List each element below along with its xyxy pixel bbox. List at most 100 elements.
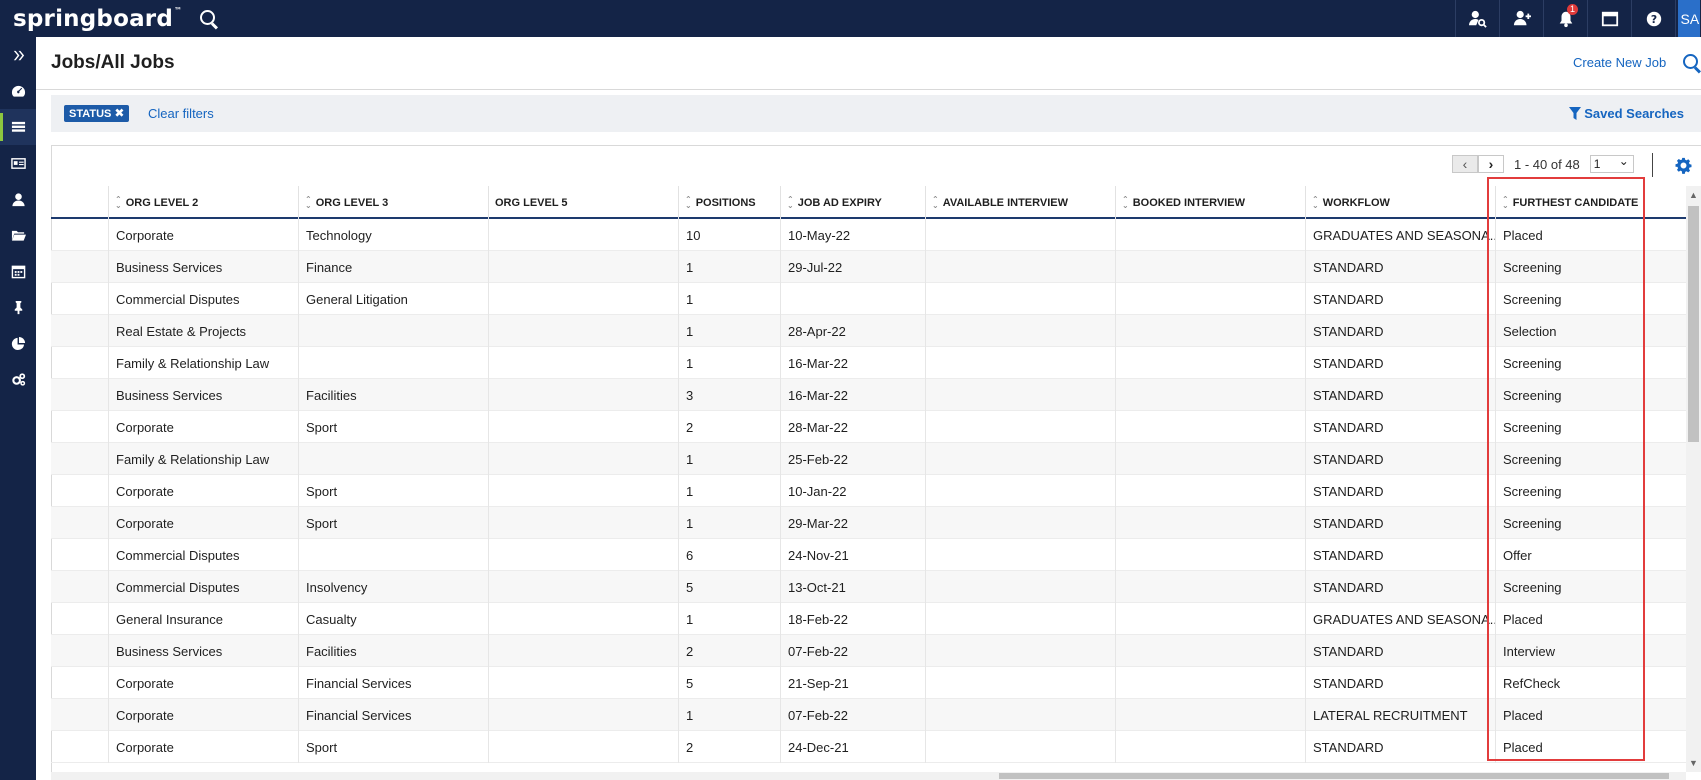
- clear-filters-link[interactable]: Clear filters: [148, 106, 214, 121]
- column-header-label: FURTHEST CANDIDATE: [1512, 196, 1639, 209]
- sidebar: [0, 37, 36, 780]
- cell-org-level-5: [488, 251, 678, 283]
- expand-sidebar-button[interactable]: [0, 37, 36, 73]
- cell-select: [51, 571, 108, 603]
- table-row[interactable]: Corporate Financial Services 5 21-Sep-21 STA…: [51, 667, 1687, 699]
- scroll-up-icon[interactable]: ▲: [1689, 190, 1698, 200]
- cell-available-interview: [925, 731, 1115, 763]
- sort-icon[interactable]: ⌃ ⌄: [1122, 194, 1129, 210]
- cell-org-level-5: [488, 283, 678, 315]
- cell-org-level-2: Corporate: [108, 507, 298, 539]
- sidebar-item-pinned[interactable]: [0, 289, 36, 325]
- sidebar-item-users[interactable]: [0, 181, 36, 217]
- column-header-org-level-5[interactable]: ORG LEVEL 5: [488, 186, 678, 219]
- cell-job-ad-expiry: 07-Feb-22: [780, 699, 925, 731]
- table-row[interactable]: Commercial Disputes 6 24-Nov-21 STANDARD Off…: [51, 539, 1687, 571]
- status-filter-label: STATUS: [69, 108, 112, 120]
- scroll-thumb[interactable]: [1688, 206, 1699, 442]
- table-row[interactable]: Corporate Sport 2 24-Dec-21 STANDARD Placed: [51, 731, 1687, 763]
- cell-furthest-candidate: Placed: [1495, 731, 1645, 763]
- sort-icon[interactable]: ⌃ ⌄: [932, 194, 939, 210]
- horizontal-scrollbar[interactable]: [51, 772, 1686, 780]
- column-header-positions[interactable]: ⌃ ⌄ POSITIONS: [678, 186, 780, 219]
- table-row[interactable]: Commercial Disputes Insolvency 5 13-Oct-21 S…: [51, 571, 1687, 603]
- cell-furthest-candidate: Screening: [1495, 251, 1645, 283]
- cell-org-level-5: [488, 219, 678, 251]
- column-header-job-ad-expiry[interactable]: ⌃ ⌄ JOB AD EXPIRY: [780, 186, 925, 219]
- sort-icon[interactable]: ⌃ ⌄: [685, 194, 692, 210]
- cell-booked-interview: [1115, 475, 1305, 507]
- cell-org-level-5: [488, 443, 678, 475]
- vertical-scrollbar[interactable]: ▲ ▼: [1686, 186, 1701, 772]
- table-row[interactable]: Family & Relationship Law 1 16-Mar-22 STAND…: [51, 347, 1687, 379]
- table-row[interactable]: Business Services Facilities 3 16-Mar-22 STA…: [51, 379, 1687, 411]
- folder-open-icon: [11, 230, 26, 241]
- saved-searches-link[interactable]: Saved Searches: [1569, 106, 1684, 121]
- cell-org-level-2: Corporate: [108, 731, 298, 763]
- status-filter-chip[interactable]: STATUS ✖: [64, 105, 130, 122]
- sidebar-item-reports[interactable]: [0, 325, 36, 361]
- table-row[interactable]: Real Estate & Projects 1 28-Apr-22 STANDARD…: [51, 315, 1687, 347]
- table-row[interactable]: Corporate Sport 1 29-Mar-22 STANDARD Screenin…: [51, 507, 1687, 539]
- cell-furthest-candidate: Interview: [1495, 635, 1645, 667]
- column-header-org-level-2[interactable]: ⌃ ⌄ ORG LEVEL 2: [108, 186, 298, 219]
- table-row[interactable]: Corporate Financial Services 1 07-Feb-22 LAT…: [51, 699, 1687, 731]
- page-select[interactable]: 1: [1589, 153, 1634, 173]
- column-header-org-level-3[interactable]: ⌃ ⌄ ORG LEVEL 3: [298, 186, 488, 219]
- cell-select: [51, 603, 108, 635]
- cell-job-ad-expiry: 24-Dec-21: [780, 731, 925, 763]
- cell-booked-interview: [1115, 315, 1305, 347]
- sort-icon[interactable]: ⌃ ⌄: [115, 194, 122, 210]
- column-header-furthest-candidate[interactable]: ⌃ ⌄ FURTHEST CANDIDATE: [1495, 186, 1645, 219]
- sidebar-item-folders[interactable]: [0, 217, 36, 253]
- cell-job-ad-expiry: 28-Mar-22: [780, 411, 925, 443]
- sort-icon[interactable]: ⌃ ⌄: [787, 194, 794, 210]
- sort-icon[interactable]: ⌃ ⌄: [1502, 194, 1509, 210]
- prev-page-button[interactable]: ‹: [1452, 155, 1478, 173]
- search-icon[interactable]: [198, 8, 220, 30]
- cell-positions: 3: [678, 379, 780, 411]
- springboard-logo[interactable]: springboard™: [13, 5, 183, 32]
- add-user-button[interactable]: [1499, 0, 1543, 37]
- cell-select: [51, 475, 108, 507]
- scroll-down-icon[interactable]: ▼: [1689, 758, 1698, 768]
- scroll-thumb[interactable]: [999, 773, 1669, 779]
- saved-searches-label: Saved Searches: [1584, 106, 1684, 121]
- search-icon[interactable]: [1682, 53, 1701, 72]
- window-button[interactable]: [1587, 0, 1631, 37]
- cell-org-level-5: [488, 539, 678, 571]
- remove-filter-icon[interactable]: ✖: [114, 106, 125, 120]
- sidebar-item-calendar[interactable]: [0, 253, 36, 289]
- cell-available-interview: [925, 411, 1115, 443]
- cell-furthest-candidate: RefCheck: [1495, 667, 1645, 699]
- user-menu[interactable]: SA: [1675, 0, 1701, 37]
- sort-icon[interactable]: ⌃ ⌄: [1312, 194, 1319, 210]
- next-page-button[interactable]: ›: [1478, 155, 1504, 173]
- cell-booked-interview: [1115, 507, 1305, 539]
- cell-select: [51, 667, 108, 699]
- candidate-search-button[interactable]: [1455, 0, 1499, 37]
- gear-icon[interactable]: [1675, 157, 1692, 174]
- table-row[interactable]: Corporate Sport 2 28-Mar-22 STANDARD Screenin…: [51, 411, 1687, 443]
- column-header-workflow[interactable]: ⌃ ⌄ WORKFLOW: [1305, 186, 1495, 219]
- column-header-booked-interview[interactable]: ⌃ ⌄ BOOKED INTERVIEW: [1115, 186, 1305, 219]
- sidebar-item-settings[interactable]: [0, 361, 36, 397]
- sidebar-item-candidates[interactable]: [0, 145, 36, 181]
- table-row[interactable]: Business Services Facilities 2 07-Feb-22 STA…: [51, 635, 1687, 667]
- sidebar-item-dashboard[interactable]: [0, 73, 36, 109]
- table-row[interactable]: General Insurance Casualty 1 18-Feb-22 GRADU…: [51, 603, 1687, 635]
- calendar-icon: [11, 265, 25, 278]
- table-row[interactable]: Commercial Disputes General Litigation 1 ST…: [51, 283, 1687, 315]
- table-row[interactable]: Business Services Finance 1 29-Jul-22 STANDA…: [51, 251, 1687, 283]
- column-header-available-interview[interactable]: ⌃ ⌄ AVAILABLE INTERVIEW: [925, 186, 1115, 219]
- table-row[interactable]: Corporate Technology 10 10-May-22 GRADUATES …: [51, 219, 1687, 251]
- cell-furthest-candidate: Screening: [1495, 507, 1645, 539]
- sort-icon[interactable]: ⌃ ⌄: [305, 194, 312, 210]
- sidebar-item-jobs[interactable]: [0, 109, 36, 145]
- cell-positions: 1: [678, 507, 780, 539]
- help-button[interactable]: ?: [1631, 0, 1675, 37]
- create-new-job-link[interactable]: Create New Job: [1573, 55, 1667, 70]
- notifications-button[interactable]: 1: [1543, 0, 1587, 37]
- table-row[interactable]: Family & Relationship Law 1 25-Feb-22 STAND…: [51, 443, 1687, 475]
- table-row[interactable]: Corporate Sport 1 10-Jan-22 STANDARD Screenin…: [51, 475, 1687, 507]
